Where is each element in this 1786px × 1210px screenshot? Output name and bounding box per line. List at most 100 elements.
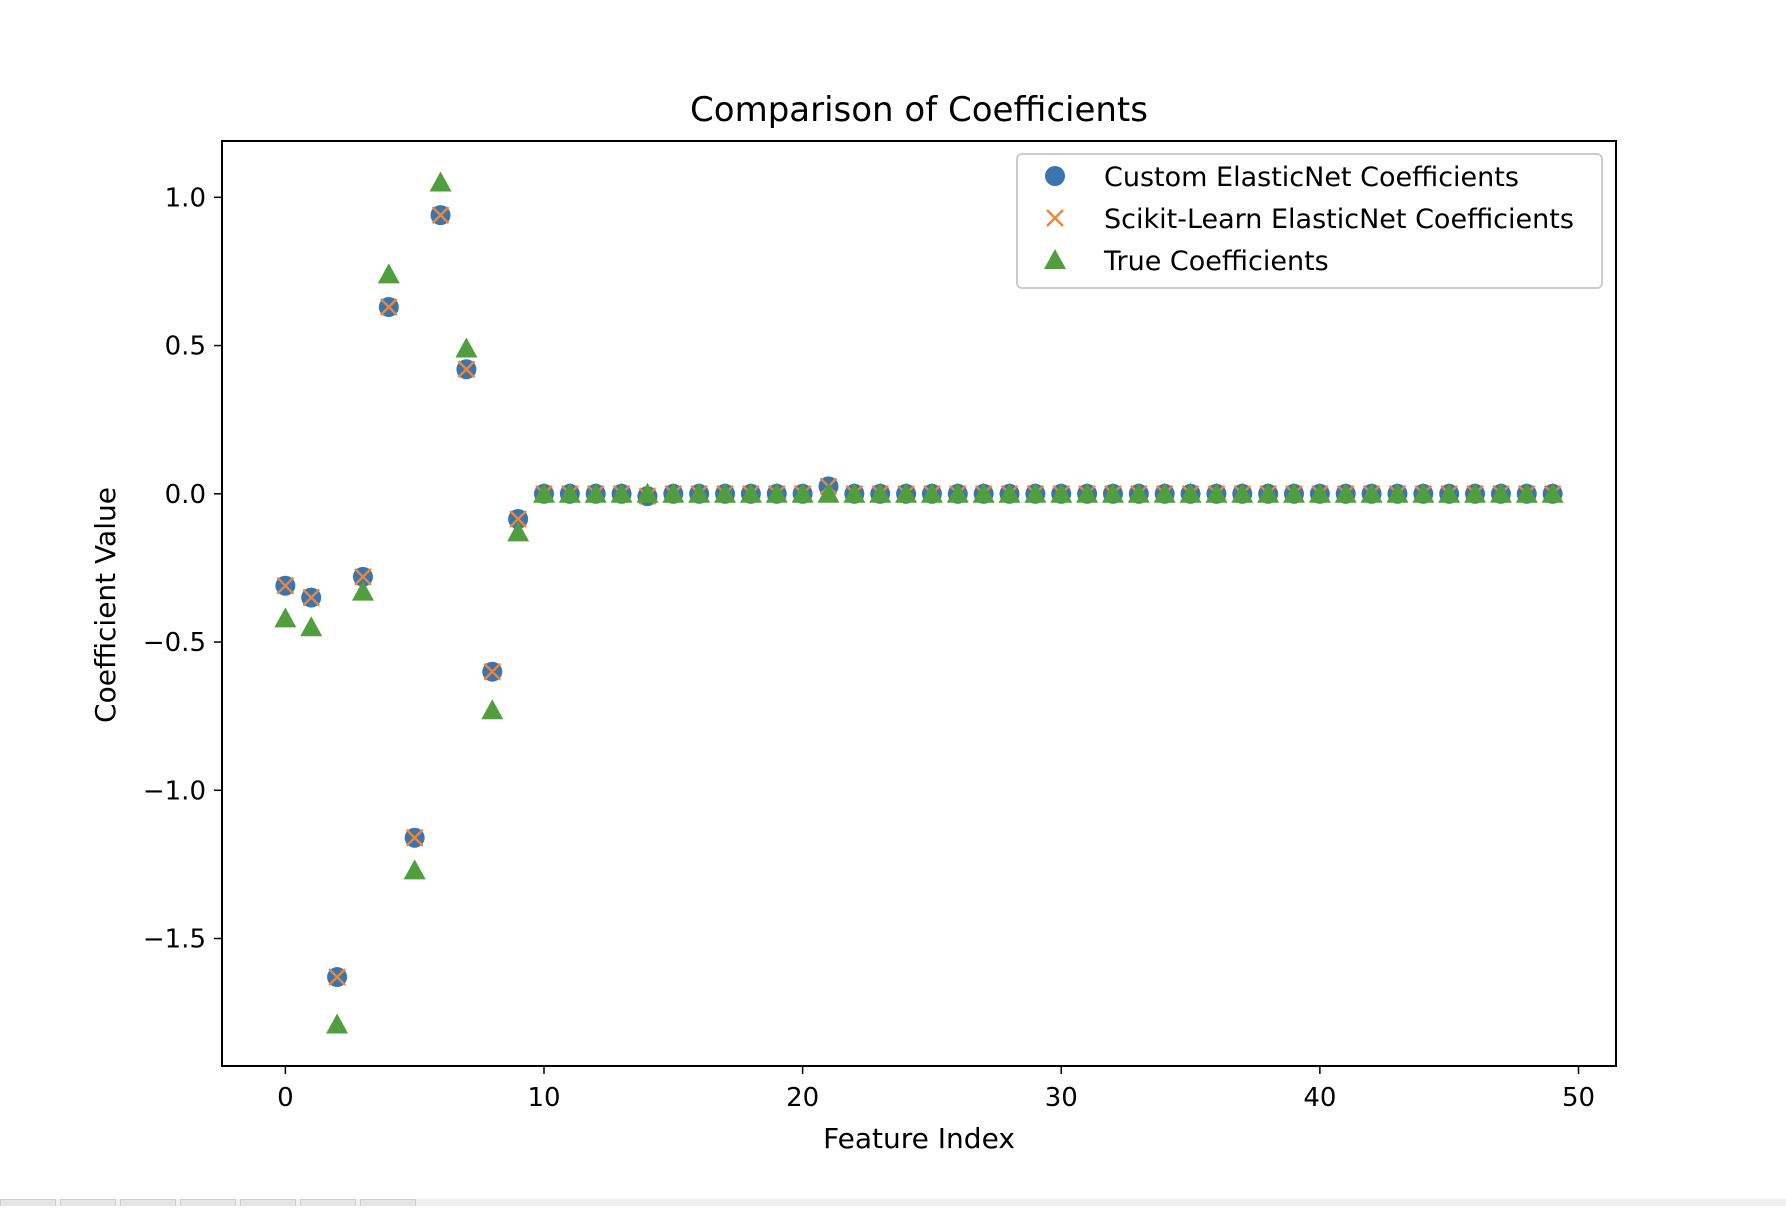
legend-marker xyxy=(1044,249,1066,269)
data-point xyxy=(403,859,426,880)
data-point xyxy=(455,337,478,358)
taskbar-button[interactable] xyxy=(360,1199,416,1206)
data-point xyxy=(1179,482,1202,503)
series-2 xyxy=(274,171,1564,1034)
y-axis-label: Coefficient Value xyxy=(89,487,122,723)
taskbar-button[interactable] xyxy=(300,1199,356,1206)
data-point xyxy=(1257,482,1280,503)
data-point xyxy=(972,482,995,503)
data-point xyxy=(1412,482,1435,503)
data-point xyxy=(302,588,321,607)
legend-entries: Custom ElasticNet Coefficients Scikit-Lea… xyxy=(1044,162,1574,277)
data-point xyxy=(1308,482,1331,503)
data-point xyxy=(895,482,918,503)
x-tick-label: 50 xyxy=(1562,1083,1595,1113)
x-tick-label: 20 xyxy=(786,1083,819,1113)
legend-label: Scikit-Learn ElasticNet Coefficients xyxy=(1104,204,1574,235)
taskbar-button[interactable] xyxy=(120,1199,176,1206)
data-point xyxy=(274,607,297,628)
legend-marker xyxy=(1045,166,1065,186)
points-layer xyxy=(274,171,1564,1034)
data-point xyxy=(1153,482,1176,503)
data-point xyxy=(636,482,659,503)
data-point xyxy=(1360,482,1383,503)
data-point xyxy=(1438,482,1461,503)
legend-frame xyxy=(1016,153,1603,289)
data-point xyxy=(1231,482,1254,503)
data-point xyxy=(1024,482,1047,503)
x-tick-label: 10 xyxy=(527,1083,560,1113)
data-point xyxy=(429,171,452,192)
data-point xyxy=(377,263,400,284)
data-point xyxy=(688,482,711,503)
data-point xyxy=(328,968,346,986)
data-point xyxy=(843,482,866,503)
data-point xyxy=(1541,482,1564,503)
taskbar xyxy=(0,1199,1786,1206)
series-0 xyxy=(275,205,1563,988)
data-point xyxy=(481,699,504,720)
data-point xyxy=(584,482,607,503)
taskbar-button[interactable] xyxy=(0,1199,56,1206)
data-point xyxy=(326,1013,349,1034)
x-axis-label: Feature Index xyxy=(823,1122,1015,1155)
data-point xyxy=(1101,482,1124,503)
y-tick-label: −1.5 xyxy=(143,925,206,955)
data-point xyxy=(791,482,814,503)
data-point xyxy=(558,482,581,503)
data-point xyxy=(405,828,424,847)
data-point xyxy=(998,482,1021,503)
data-point xyxy=(739,482,762,503)
data-point xyxy=(483,662,502,681)
y-tick-label: 0.5 xyxy=(165,332,206,362)
taskbar-button[interactable] xyxy=(240,1199,296,1206)
data-point xyxy=(714,482,737,503)
data-point xyxy=(300,616,323,637)
data-point xyxy=(276,576,295,595)
data-point xyxy=(662,482,685,503)
data-point xyxy=(1334,482,1357,503)
data-point xyxy=(509,510,527,528)
data-point xyxy=(431,206,450,224)
data-point xyxy=(1515,482,1538,503)
data-point xyxy=(1464,482,1487,503)
data-point xyxy=(610,482,633,503)
legend-label: Custom ElasticNet Coefficients xyxy=(1104,162,1519,193)
ticks-layer: 0 10 20 30 40 50 1.0 0.5 0.0 −0.5 −1.0 −1.5 xyxy=(143,183,1595,1113)
data-point xyxy=(532,482,555,503)
data-point xyxy=(1127,482,1150,503)
data-point xyxy=(1386,482,1409,503)
data-point xyxy=(1205,482,1228,503)
y-tick-label: 1.0 xyxy=(165,183,206,213)
legend-label: True Coefficients xyxy=(1103,246,1329,277)
y-tick-label: −0.5 xyxy=(143,628,206,658)
taskbar-button[interactable] xyxy=(180,1199,236,1206)
y-tick-label: −1.0 xyxy=(143,776,206,806)
x-tick-label: 0 xyxy=(277,1083,294,1113)
data-point xyxy=(869,482,892,503)
legend-marker xyxy=(1046,209,1064,227)
data-point xyxy=(507,521,530,542)
data-point xyxy=(354,567,372,586)
data-point xyxy=(946,482,969,503)
data-point xyxy=(1283,482,1306,503)
y-tick-label: 0.0 xyxy=(165,480,206,510)
data-point xyxy=(351,580,374,601)
plot-frame xyxy=(221,140,1617,1067)
series-1 xyxy=(276,206,1562,986)
data-point xyxy=(1076,482,1099,503)
data-point xyxy=(457,360,476,379)
x-tick-label: 30 xyxy=(1045,1083,1078,1113)
taskbar-button[interactable] xyxy=(60,1199,116,1206)
legend: Custom ElasticNet Coefficients Scikit-Lea… xyxy=(1016,153,1603,289)
x-tick-label: 40 xyxy=(1303,1083,1336,1113)
data-point xyxy=(920,482,943,503)
data-point xyxy=(765,482,788,503)
data-point xyxy=(1050,482,1073,503)
data-point xyxy=(1489,482,1512,503)
chart-title: Comparison of Coefficients xyxy=(690,90,1148,130)
data-point xyxy=(379,298,398,316)
data-point xyxy=(817,482,840,503)
